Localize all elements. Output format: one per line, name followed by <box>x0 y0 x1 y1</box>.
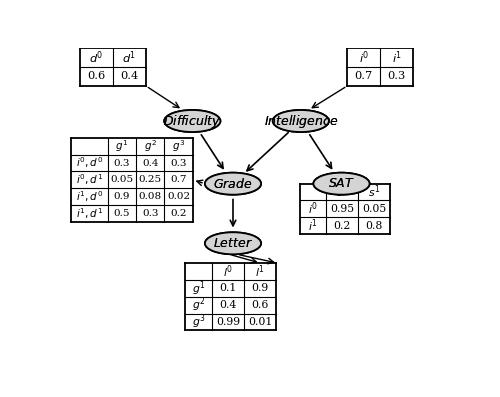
Text: 0.25: 0.25 <box>138 175 162 184</box>
Text: $\it{SAT}$: $\it{SAT}$ <box>328 177 355 190</box>
Bar <box>80 48 146 86</box>
Text: $d^0$: $d^0$ <box>89 49 104 66</box>
Text: 0.08: 0.08 <box>138 192 162 201</box>
Text: $\it{Letter}$: $\it{Letter}$ <box>213 237 253 250</box>
Text: $g^3$: $g^3$ <box>192 313 205 331</box>
Text: 0.3: 0.3 <box>388 71 406 81</box>
Ellipse shape <box>272 110 329 132</box>
Text: $g^3$: $g^3$ <box>172 138 185 154</box>
Text: 0.6: 0.6 <box>88 71 106 81</box>
Ellipse shape <box>314 173 370 195</box>
Text: 0.99: 0.99 <box>216 317 240 327</box>
Text: $\it{Intelligence}$: $\it{Intelligence}$ <box>264 112 338 129</box>
Text: $\it{Difficulty}$: $\it{Difficulty}$ <box>164 112 222 129</box>
Text: 0.7: 0.7 <box>170 175 187 184</box>
Ellipse shape <box>164 110 220 132</box>
Ellipse shape <box>205 232 261 254</box>
Text: 0.8: 0.8 <box>366 221 382 231</box>
Text: 0.2: 0.2 <box>170 209 187 218</box>
Text: 0.3: 0.3 <box>170 158 187 168</box>
Text: $i^0,d^0$: $i^0,d^0$ <box>76 156 103 170</box>
Text: 0.4: 0.4 <box>142 158 158 168</box>
Text: $i^1$: $i^1$ <box>392 49 402 66</box>
Text: 0.9: 0.9 <box>114 192 130 201</box>
Text: 0.4: 0.4 <box>120 71 139 81</box>
Ellipse shape <box>205 173 261 195</box>
Text: 0.5: 0.5 <box>114 209 130 218</box>
Text: $i^0$: $i^0$ <box>358 49 369 66</box>
Text: $s^1$: $s^1$ <box>368 184 380 200</box>
Text: $\it{Difficulty}$: $\it{Difficulty}$ <box>164 112 222 129</box>
Text: $d^1$: $d^1$ <box>122 49 136 66</box>
Text: $l^1$: $l^1$ <box>255 263 265 280</box>
Text: $g^2$: $g^2$ <box>144 138 156 154</box>
Text: $\it{Grade}$: $\it{Grade}$ <box>213 177 253 191</box>
Text: 0.7: 0.7 <box>354 71 373 81</box>
Text: $g^1$: $g^1$ <box>192 279 205 298</box>
Text: 0.4: 0.4 <box>220 300 237 310</box>
Text: $\it{Grade}$: $\it{Grade}$ <box>213 177 253 191</box>
Text: 0.2: 0.2 <box>334 221 351 231</box>
Text: $i^0$: $i^0$ <box>308 200 318 217</box>
Ellipse shape <box>164 110 220 132</box>
Text: 0.9: 0.9 <box>252 283 269 293</box>
Ellipse shape <box>205 173 261 195</box>
Text: 0.05: 0.05 <box>110 175 134 184</box>
Text: $l^0$: $l^0$ <box>224 263 234 280</box>
Bar <box>300 184 390 234</box>
Text: $s^0$: $s^0$ <box>336 184 348 200</box>
Text: $i^1$: $i^1$ <box>308 218 318 234</box>
Text: 0.02: 0.02 <box>167 192 190 201</box>
Ellipse shape <box>205 232 261 254</box>
Text: 0.3: 0.3 <box>114 158 130 168</box>
Text: 0.95: 0.95 <box>330 204 354 214</box>
Ellipse shape <box>314 173 370 195</box>
Text: 0.1: 0.1 <box>220 283 237 293</box>
Text: $\it{SAT}$: $\it{SAT}$ <box>328 177 355 190</box>
Text: $\it{Letter}$: $\it{Letter}$ <box>213 237 253 250</box>
Text: $i^1,d^0$: $i^1,d^0$ <box>76 189 103 204</box>
Text: 0.3: 0.3 <box>142 209 158 218</box>
Bar <box>184 263 276 330</box>
Text: $i^0,d^1$: $i^0,d^1$ <box>76 172 103 187</box>
Text: $\it{Intelligence}$: $\it{Intelligence}$ <box>264 112 338 129</box>
Text: $g^2$: $g^2$ <box>192 296 205 314</box>
Bar <box>71 138 192 222</box>
Bar <box>348 48 413 86</box>
Ellipse shape <box>272 110 329 132</box>
Text: $g^1$: $g^1$ <box>116 138 128 154</box>
Text: 0.05: 0.05 <box>362 204 386 214</box>
Text: $i^1,d^1$: $i^1,d^1$ <box>76 206 103 221</box>
Text: 0.6: 0.6 <box>252 300 269 310</box>
Text: 0.01: 0.01 <box>248 317 272 327</box>
